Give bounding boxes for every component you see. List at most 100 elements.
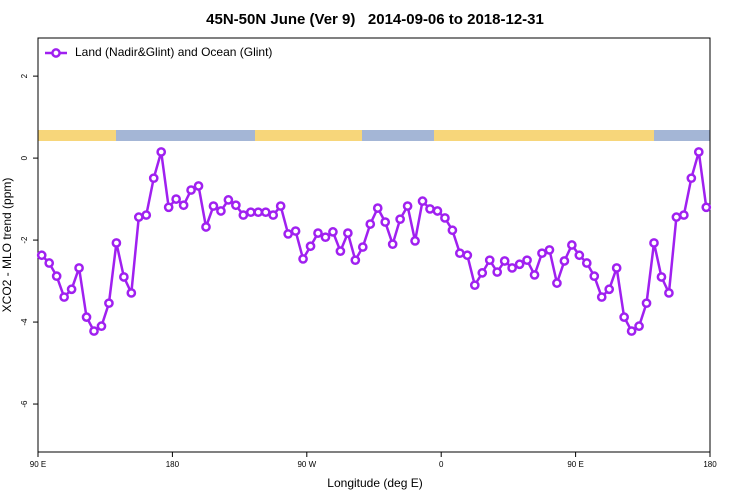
data-point — [51, 271, 62, 282]
chart-title: 45N-50N June (Ver 9) 2014-09-06 to 2018-… — [206, 11, 544, 28]
data-point — [328, 227, 338, 237]
data-point — [537, 248, 547, 259]
y-tick-label: -4 — [20, 318, 29, 326]
data-point — [552, 278, 562, 288]
data-point — [425, 204, 435, 214]
data-point — [133, 212, 144, 222]
plot-frame — [37, 37, 711, 453]
x-tick-label: 90 E — [567, 460, 583, 469]
series-line — [40, 151, 708, 333]
data-point — [320, 232, 331, 243]
data-point — [343, 228, 353, 238]
data-point — [492, 267, 503, 277]
data-point — [36, 250, 47, 261]
data-point — [66, 284, 77, 295]
data-point — [634, 321, 644, 332]
data-point — [141, 210, 152, 220]
data-point — [649, 238, 659, 248]
data-point — [462, 250, 473, 261]
data-point — [410, 236, 420, 246]
data-point — [619, 312, 629, 322]
data-point — [365, 219, 376, 229]
data-point — [283, 229, 293, 239]
data-point — [693, 147, 704, 157]
data-point — [74, 263, 84, 273]
data-point — [104, 298, 114, 309]
data-point — [611, 263, 622, 273]
data-point — [574, 250, 585, 261]
data-point — [156, 147, 167, 157]
data-point — [499, 256, 510, 266]
y-tick-label: -6 — [20, 400, 29, 408]
data-point — [171, 194, 181, 204]
data-point — [581, 258, 592, 268]
data-point — [402, 201, 413, 211]
data-point — [679, 210, 689, 220]
data-point — [193, 181, 204, 191]
data-point — [417, 196, 428, 206]
data-point — [208, 201, 219, 211]
data-point — [626, 326, 637, 336]
data-point — [529, 270, 540, 280]
x-tick-label: 0 — [439, 460, 444, 469]
data-point — [178, 200, 189, 211]
data-point — [253, 207, 264, 218]
data-point — [163, 202, 174, 213]
data-point — [380, 217, 391, 227]
data-point — [477, 268, 488, 278]
data-point — [686, 173, 697, 184]
data-point — [111, 238, 122, 248]
data-point — [604, 284, 615, 295]
data-point — [544, 245, 555, 255]
x-tick-label: 90 W — [297, 460, 316, 469]
y-tick-label: 2 — [20, 73, 29, 78]
data-point — [231, 200, 241, 211]
data-point — [44, 258, 55, 268]
data-point — [148, 173, 159, 184]
x-tick-label: 90 E — [30, 460, 46, 469]
x-tick-label: 180 — [166, 460, 180, 469]
data-point — [298, 254, 308, 264]
data-point — [201, 222, 211, 232]
data-point — [387, 239, 398, 250]
y-axis-label: XCO2 - MLO trend (ppm) — [0, 178, 14, 313]
data-point — [245, 207, 256, 218]
data-point — [641, 298, 652, 309]
data-point — [522, 255, 532, 266]
data-point — [484, 255, 495, 266]
data-point — [223, 195, 234, 205]
data-point — [268, 210, 279, 220]
data-point — [440, 213, 450, 223]
data-point — [656, 272, 667, 282]
data-point — [559, 256, 570, 266]
data-point — [357, 242, 368, 252]
data-point — [469, 280, 480, 291]
data-point — [81, 312, 92, 322]
data-point — [596, 292, 607, 302]
data-point — [126, 288, 137, 298]
data-point — [447, 225, 458, 236]
legend-label: Land (Nadir&Glint) and Ocean (Glint) — [75, 45, 272, 59]
data-point — [275, 201, 286, 211]
data-point — [335, 246, 346, 256]
data-point — [664, 288, 674, 298]
data-point — [372, 203, 383, 213]
data-point — [260, 207, 271, 218]
legend-marker — [51, 48, 61, 58]
data-point — [350, 255, 361, 266]
data-point — [96, 321, 107, 332]
data-point — [507, 263, 517, 273]
data-point — [119, 272, 129, 282]
data-point — [290, 226, 301, 236]
data-point — [701, 202, 712, 213]
data-point — [59, 292, 69, 302]
data-point — [395, 214, 405, 225]
data-point — [432, 206, 443, 216]
data-point — [567, 240, 577, 250]
data-point — [671, 212, 682, 222]
data-point — [305, 241, 316, 252]
map-strip — [38, 130, 710, 141]
data-point — [455, 248, 465, 259]
data-point — [216, 206, 226, 216]
